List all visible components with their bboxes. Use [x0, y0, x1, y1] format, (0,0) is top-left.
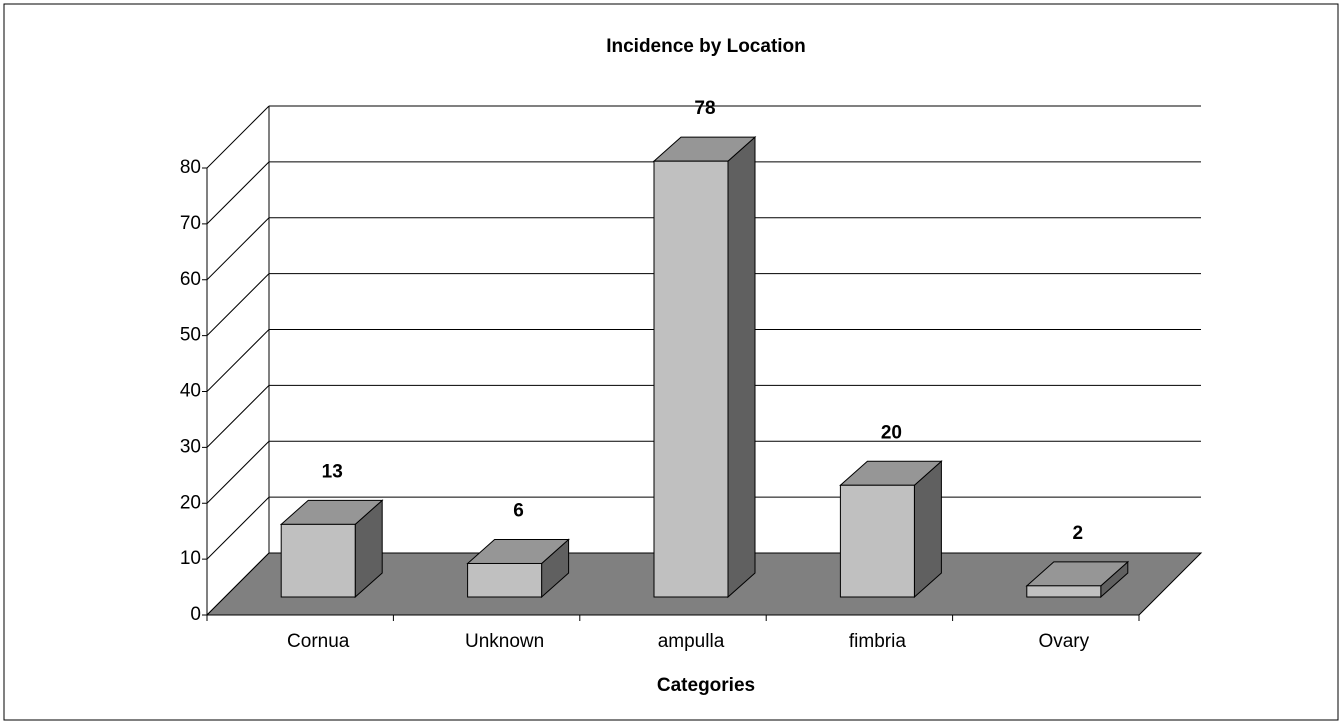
x-tick-label: Cornua — [287, 631, 350, 652]
value-label: 78 — [694, 98, 715, 119]
side-grid-line — [206, 273, 270, 336]
x-tick-label: ampulla — [658, 631, 725, 652]
side-grid-line — [206, 440, 270, 504]
x-axis-title: Categories — [657, 675, 755, 696]
side-grid-line — [206, 161, 270, 225]
y-tick-label: 10 — [180, 548, 201, 569]
bar — [653, 160, 729, 598]
side-grid-line — [206, 329, 270, 392]
bar — [1026, 585, 1102, 598]
y-tick-label: 80 — [180, 157, 201, 178]
y-tick-label: 30 — [180, 436, 201, 457]
side-grid-line — [206, 385, 270, 448]
value-label: 20 — [881, 422, 902, 443]
y-tick-label: 20 — [180, 492, 201, 513]
side-grid-line — [206, 217, 270, 281]
side-grid-line — [206, 496, 270, 560]
side-grid-line — [206, 105, 270, 169]
chart-title: Incidence by Location — [606, 36, 806, 57]
x-tick-label: fimbria — [849, 631, 906, 652]
value-label: 6 — [513, 500, 524, 521]
y-tick-label: 50 — [180, 325, 201, 346]
x-tick-label: Unknown — [465, 631, 544, 652]
bar — [280, 523, 356, 598]
y-tick-label: 40 — [180, 381, 201, 402]
bar — [839, 484, 915, 598]
bar — [467, 562, 543, 598]
value-label: 13 — [322, 461, 343, 482]
y-tick-label: 60 — [180, 269, 201, 290]
y-tick-label: 0 — [190, 604, 201, 625]
y-tick-label: 70 — [180, 213, 201, 234]
value-label: 2 — [1073, 523, 1084, 544]
x-tick-label: Ovary — [1038, 631, 1089, 652]
bar-side — [727, 136, 756, 599]
